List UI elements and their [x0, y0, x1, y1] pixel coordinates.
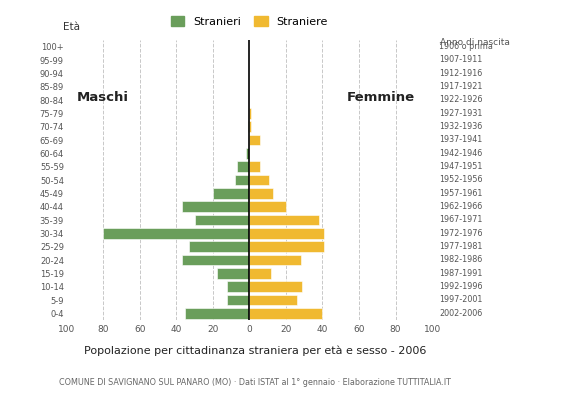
Text: 1922-1926: 1922-1926 [439, 96, 483, 104]
Text: 1997-2001: 1997-2001 [439, 296, 483, 304]
Bar [248, 121, 249, 132]
Text: Popolazione per cittadinanza straniera per età e sesso - 2006: Popolazione per cittadinanza straniera p… [84, 346, 426, 356]
Bar [249, 201, 286, 212]
Bar [249, 281, 302, 292]
Bar [227, 281, 249, 292]
Bar [182, 201, 249, 212]
Text: Anno di nascita: Anno di nascita [440, 38, 509, 47]
Text: 1972-1976: 1972-1976 [439, 229, 483, 238]
Text: 1977-1981: 1977-1981 [439, 242, 483, 251]
Bar [249, 294, 297, 306]
Bar [249, 134, 260, 146]
Text: 1952-1956: 1952-1956 [439, 176, 483, 184]
Text: COMUNE DI SAVIGNANO SUL PANARO (MO) · Dati ISTAT al 1° gennaio · Elaborazione TU: COMUNE DI SAVIGNANO SUL PANARO (MO) · Da… [59, 378, 451, 387]
Text: Femmine: Femmine [347, 91, 415, 104]
Bar [103, 228, 249, 239]
Bar [186, 308, 249, 319]
Text: 1912-1916: 1912-1916 [439, 69, 483, 78]
Bar [249, 161, 260, 172]
Bar [235, 174, 249, 186]
Text: 1982-1986: 1982-1986 [439, 256, 483, 264]
Text: 1932-1936: 1932-1936 [439, 122, 483, 131]
Bar [246, 148, 249, 159]
Bar [249, 174, 270, 186]
Text: 1907-1911: 1907-1911 [439, 56, 483, 64]
Bar [227, 294, 249, 306]
Text: Età: Età [63, 22, 80, 32]
Text: 1947-1951: 1947-1951 [439, 162, 483, 171]
Bar [213, 188, 249, 199]
Text: 1967-1971: 1967-1971 [439, 216, 483, 224]
Text: 1927-1931: 1927-1931 [439, 109, 483, 118]
Bar [195, 214, 249, 226]
Bar [249, 268, 271, 279]
Text: 1937-1941: 1937-1941 [439, 136, 483, 144]
Bar [189, 241, 249, 252]
Bar [249, 108, 251, 119]
Bar [249, 228, 324, 239]
Text: 1957-1961: 1957-1961 [439, 189, 483, 198]
Text: 2002-2006: 2002-2006 [439, 309, 483, 318]
Bar [249, 214, 319, 226]
Bar [237, 161, 249, 172]
Bar [182, 254, 249, 266]
Bar [216, 268, 249, 279]
Text: 1987-1991: 1987-1991 [439, 269, 483, 278]
Bar [249, 254, 300, 266]
Text: 1906 o prima: 1906 o prima [439, 42, 493, 51]
Bar [249, 241, 324, 252]
Text: 1942-1946: 1942-1946 [439, 149, 483, 158]
Bar [249, 308, 322, 319]
Text: Maschi: Maschi [77, 91, 129, 104]
Bar [249, 121, 251, 132]
Bar [249, 188, 273, 199]
Text: 1962-1966: 1962-1966 [439, 202, 483, 211]
Legend: Stranieri, Straniere: Stranieri, Straniere [166, 12, 332, 31]
Text: 1992-1996: 1992-1996 [439, 282, 483, 291]
Text: 1917-1921: 1917-1921 [439, 82, 483, 91]
